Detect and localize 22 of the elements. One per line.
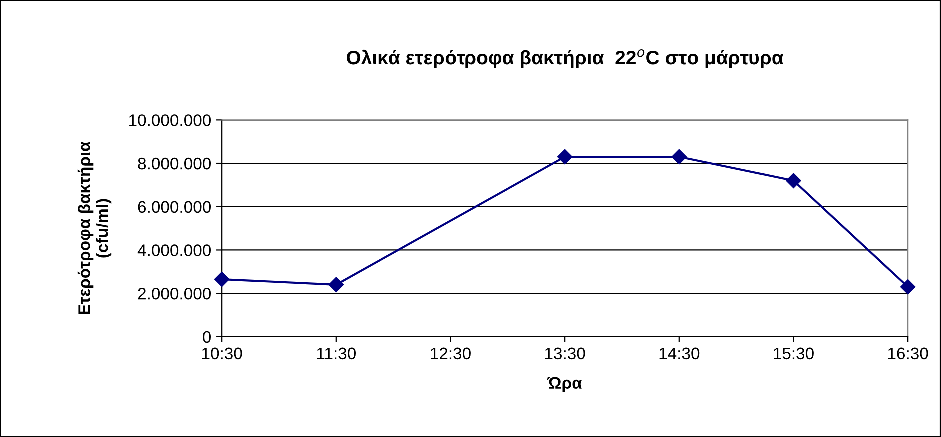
y-axis-title: Ετερότροφα βακτήρια (cfu/ml) [78, 142, 112, 314]
point [786, 173, 802, 188]
y-tick-label: 0 [203, 331, 212, 344]
x-tick-label: 15:30 [774, 348, 814, 360]
y-tick-label: 4.000.000 [138, 244, 212, 256]
y-tick-label: 8.000.000 [138, 158, 212, 170]
point [558, 149, 573, 165]
y-tick-label: 6.000.000 [138, 201, 212, 214]
x-axis-title: Ώρα [547, 377, 582, 392]
x-tick-label: 16:30 [888, 348, 928, 360]
x-tick-label: 13:30 [545, 348, 586, 360]
point [672, 149, 687, 165]
x-tick-label: 12:30 [431, 348, 471, 360]
x-tick-label: 14:30 [660, 348, 700, 360]
point [328, 277, 344, 292]
x-tick-label: 10:30 [202, 348, 242, 360]
point [214, 272, 230, 288]
x-tick-label: 11:30 [317, 348, 356, 360]
y-tick-label: 2.000.000 [138, 288, 212, 300]
y-tick-label: 10.000.000 [130, 114, 212, 126]
point [900, 280, 916, 295]
chart-title: Ολικά ετερότροφα βακτήρια 22$^{o}$C στο μάρτυρα [347, 49, 784, 69]
